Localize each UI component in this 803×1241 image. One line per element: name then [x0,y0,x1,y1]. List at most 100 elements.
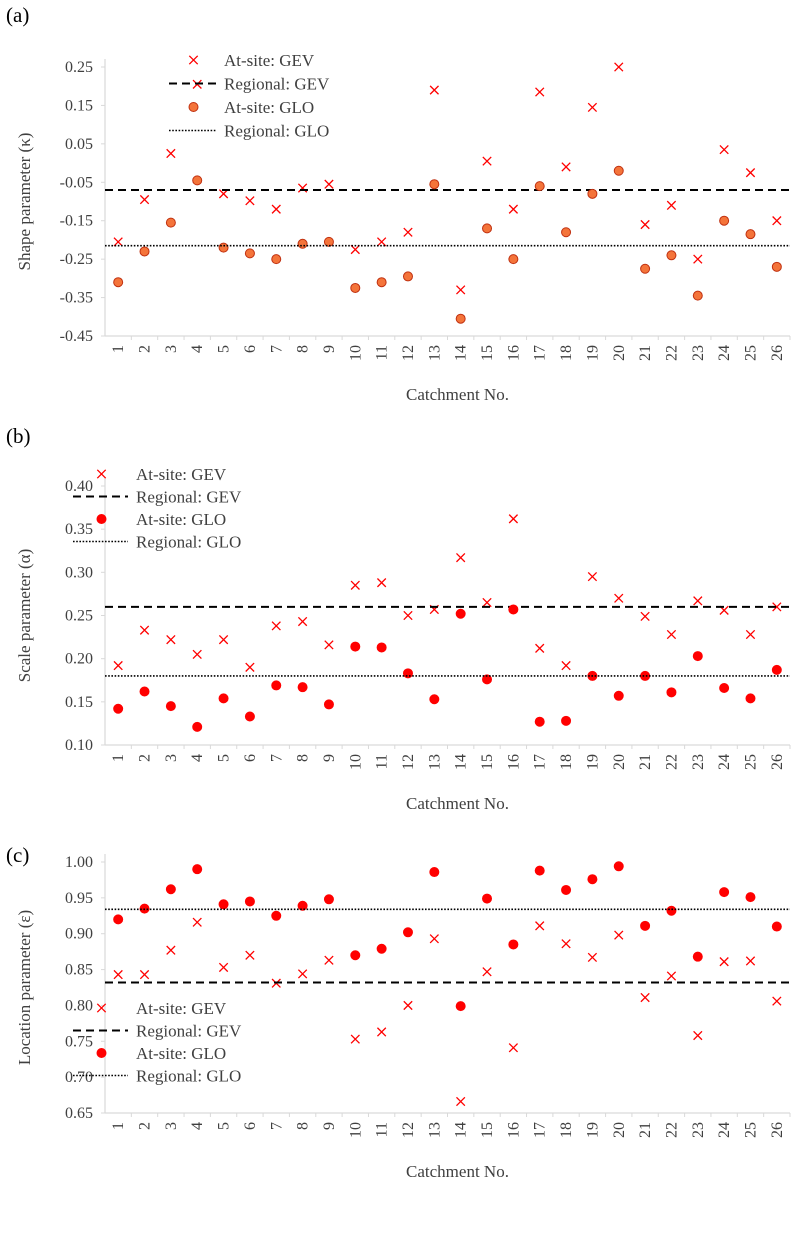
glo-point [771,664,782,675]
glo-point [139,246,150,257]
legend-label: At-site: GLO [136,1044,226,1063]
glo-point [165,884,176,895]
gev-point [508,514,519,524]
gev-point [350,1034,360,1044]
x-tick-label: 5 [216,754,233,762]
gev-point [139,625,150,635]
x-tick-label: 10 [347,1122,364,1138]
gev-point [166,945,176,955]
gev-point [113,969,123,980]
glo-point [692,290,703,301]
glo-point [165,217,176,228]
x-tick-label: 6 [242,754,259,762]
gev-point [113,660,123,671]
glo-point [482,223,493,234]
gev-point [561,660,571,671]
x-tick-label: 20 [611,1122,628,1138]
y-tick-label: 0.75 [65,1033,93,1050]
glo-point [271,680,282,691]
legend-label: Regional: GEV [136,488,242,507]
x-tick-label: 26 [769,345,786,361]
x-tick-label: 11 [374,345,391,360]
gev-point [535,87,545,97]
gev-point [587,952,598,963]
x-tick-label: 8 [295,754,312,762]
x-tick-label: 19 [584,1122,601,1138]
legend: At-site: GEV Regional: GEV At-site: GLO Reg… [73,999,242,1086]
x-tick-label: 17 [532,1122,549,1138]
glo-point [508,254,519,265]
gev-point [403,227,413,237]
x-tick-label: 25 [742,754,759,770]
y-tick-label: 0.25 [65,608,93,625]
gev-point [561,939,571,949]
x-tick-label: 6 [242,1122,259,1130]
y-tick-label: 0.65 [65,1105,93,1122]
gev-point [324,179,334,189]
y-axis-title: Scale parameter (α) [15,549,34,683]
glo-point [534,716,545,727]
y-tick-label: 0.30 [65,564,93,581]
gev-point [640,611,650,622]
legend: At-site: GEV Regional: GEV At-site: GLO Reg… [73,465,242,552]
x-tick-label: 15 [479,754,496,770]
gev-point [614,593,624,603]
glo-point [587,188,598,199]
x-tick-label: 3 [163,345,180,353]
x-tick-label: 5 [216,345,233,353]
gev-point [587,571,598,582]
x-tick-label: 25 [742,1122,759,1138]
chart-panel-a: (a) -0.45 -0.35 -0.25 -0.15 -0.05 0.05 0.15 0.25… [6,3,791,404]
glo-point [376,642,387,653]
gev-point [587,102,598,113]
legend-label: At-site: GEV [224,51,315,70]
glo-point [719,887,730,898]
y-tick-label: 0.70 [65,1069,93,1086]
y-tick-label: 0.40 [65,478,93,495]
gev-point [245,950,255,960]
x-tick-label: 17 [532,345,549,361]
gev-point [403,610,413,621]
glo-point [561,884,572,895]
gev-point [614,62,624,72]
legend-label: Regional: GLO [224,122,329,141]
gev-point [429,934,439,944]
x-tick-label: 4 [189,754,206,762]
x-tick-label: 21 [637,754,654,770]
x-tick-label: 4 [189,345,206,353]
y-tick-label: 0.25 [65,59,93,76]
glo-point [666,250,677,261]
glo-point [482,893,493,904]
x-tick-label: 19 [584,345,601,361]
x-tick-label: 26 [769,754,786,770]
y-tick-label: 0.95 [65,890,93,907]
gev-point [429,85,439,95]
gev-point [166,635,176,645]
gev-point [139,969,150,980]
x-tick-label: 23 [690,345,707,361]
x-tick-label: 16 [505,345,522,361]
glo-point [534,865,545,876]
x-axis-title: Catchment No. [406,1162,509,1181]
gev-point [640,219,650,230]
x-tick-label: 24 [716,345,733,361]
x-tick-label: 13 [426,1122,443,1138]
gev-point [693,596,703,606]
glo-point [745,693,756,704]
glo-point [218,899,229,910]
y-tick-label: -0.35 [60,290,93,307]
glo-point [613,861,624,872]
glo-point [719,215,730,226]
gev-point [297,183,308,193]
glo-point [350,641,361,652]
gev-point [772,996,782,1006]
x-tick-label: 11 [374,1122,391,1137]
glo-point [350,282,361,293]
glo-point [271,254,282,265]
gev-point [245,196,255,206]
x-tick-label: 8 [295,1122,312,1130]
y-tick-label: 1.00 [65,854,93,871]
x-tick-label: 12 [400,1122,417,1138]
legend-label: Regional: GEV [136,1022,242,1041]
glo-point [482,674,493,685]
